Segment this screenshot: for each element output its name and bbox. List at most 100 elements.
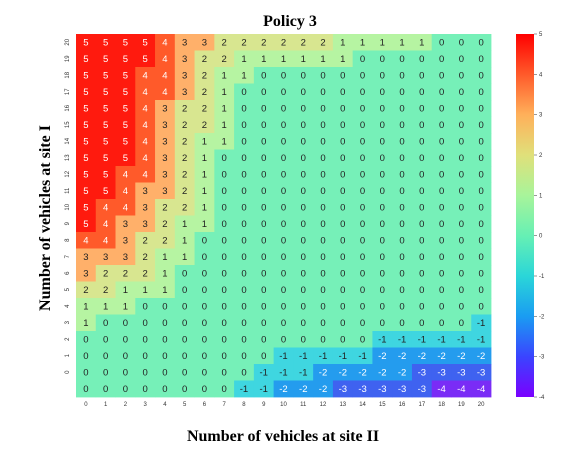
cell-value-label: 5 [103,87,108,98]
cell-value-label: 0 [241,252,246,263]
cell-value-label: 0 [301,335,306,346]
heatmap-cell [372,50,393,68]
heatmap-cell [313,314,334,332]
cell-value-label: 0 [360,269,365,280]
heatmap-cell [293,83,314,101]
cell-value-label: 0 [419,186,424,197]
cell-value-label: -4 [457,384,465,395]
x-tick-label: 0 [84,402,88,408]
chart-title: Policy 3 [263,13,317,30]
heatmap-cell [214,347,235,365]
y-tick-label: 15 [65,121,71,128]
heatmap-cell [174,265,195,282]
heatmap-cell [451,166,472,183]
heatmap-cell [155,347,176,365]
heatmap-cell [174,83,195,101]
heatmap-cell [76,50,97,68]
heatmap-cell [392,232,413,249]
x-tick-label: 1 [104,402,108,408]
heatmap-cell [253,100,275,117]
x-tick-label: 20 [478,402,485,408]
heatmap-cell [313,248,334,266]
cell-value-label: 0 [241,219,246,230]
cell-value-label: 1 [83,318,88,329]
heatmap-cell [431,34,452,51]
cell-value-label: 1 [103,302,108,313]
cell-value-label: 1 [202,137,207,148]
cell-value-label: 0 [340,137,345,148]
cell-value-label: -1 [260,368,268,379]
heatmap-cell [293,67,314,84]
x-tick-label: 5 [183,402,187,408]
heatmap-cell [76,34,97,51]
cell-value-label: -1 [339,351,347,362]
heatmap-cell [332,314,354,332]
heatmap-cell [451,314,472,332]
cell-value-label: 0 [261,252,266,263]
cell-value-label: 2 [182,186,187,197]
cell-value-label: 0 [320,120,325,131]
heatmap-cell [451,331,472,348]
heatmap-cell [273,265,294,282]
cell-value-label: 4 [143,137,148,148]
cell-value-label: 0 [103,351,108,362]
cell-value-label: 3 [123,236,128,247]
heatmap-cell [253,347,275,365]
x-tick-label: 15 [379,402,386,408]
cell-value-label: 0 [459,269,464,280]
cell-value-label: 0 [340,335,345,346]
heatmap-cell [115,133,136,150]
cell-value-label: 3 [162,170,167,181]
heatmap-cell [372,331,393,348]
cell-value-label: 3 [123,219,128,230]
heatmap-cell [471,67,492,84]
heatmap-cell [253,265,275,282]
heatmap-cell [115,298,136,315]
cell-value-label: 2 [202,87,207,98]
heatmap-cell [76,182,97,200]
cell-value-label: 1 [143,285,148,296]
cell-value-label: 0 [202,285,207,296]
cell-value-label: 4 [143,87,148,98]
cell-value-label: 0 [439,120,444,131]
cell-value-label: 0 [123,335,128,346]
heatmap-cell [392,67,413,84]
cell-value-label: 0 [419,219,424,230]
x-tick-label: 11 [300,402,307,408]
cell-value-label: 0 [419,104,424,115]
heatmap-cell [431,166,452,183]
cell-value-label: 4 [143,120,148,131]
heatmap-cell [95,281,116,299]
heatmap-cell [115,166,136,183]
heatmap-cell [135,199,156,216]
cell-value-label: -2 [437,351,445,362]
heatmap-cell [293,34,314,51]
cell-value-label: 0 [202,368,207,379]
cell-value-label: 0 [478,236,483,247]
heatmap-cell [451,149,472,167]
cell-value-label: 0 [241,318,246,329]
heatmap-cell [273,248,294,266]
heatmap-cell [352,182,373,200]
cell-value-label: -1 [279,368,287,379]
heatmap-cell [234,100,255,117]
heatmap-cell [234,34,255,51]
cell-value-label: 0 [459,219,464,230]
heatmap-cell [234,133,255,150]
cell-value-label: 0 [123,318,128,329]
cell-value-label: 0 [241,269,246,280]
heatmap-cell [253,281,275,299]
cell-value-label: 0 [241,104,246,115]
cell-value-label: 0 [261,203,266,214]
heatmap-cell [293,116,314,134]
cell-value-label: -1 [299,368,307,379]
cell-value-label: 5 [103,153,108,164]
cell-value-label: -1 [319,351,327,362]
heatmap-cell [95,265,116,282]
heatmap-cell [352,133,373,150]
heatmap-cell [214,182,235,200]
heatmap-cell [234,199,255,216]
cell-value-label: 5 [103,54,108,65]
heatmap-cell [313,182,334,200]
heatmap-cell [352,166,373,183]
